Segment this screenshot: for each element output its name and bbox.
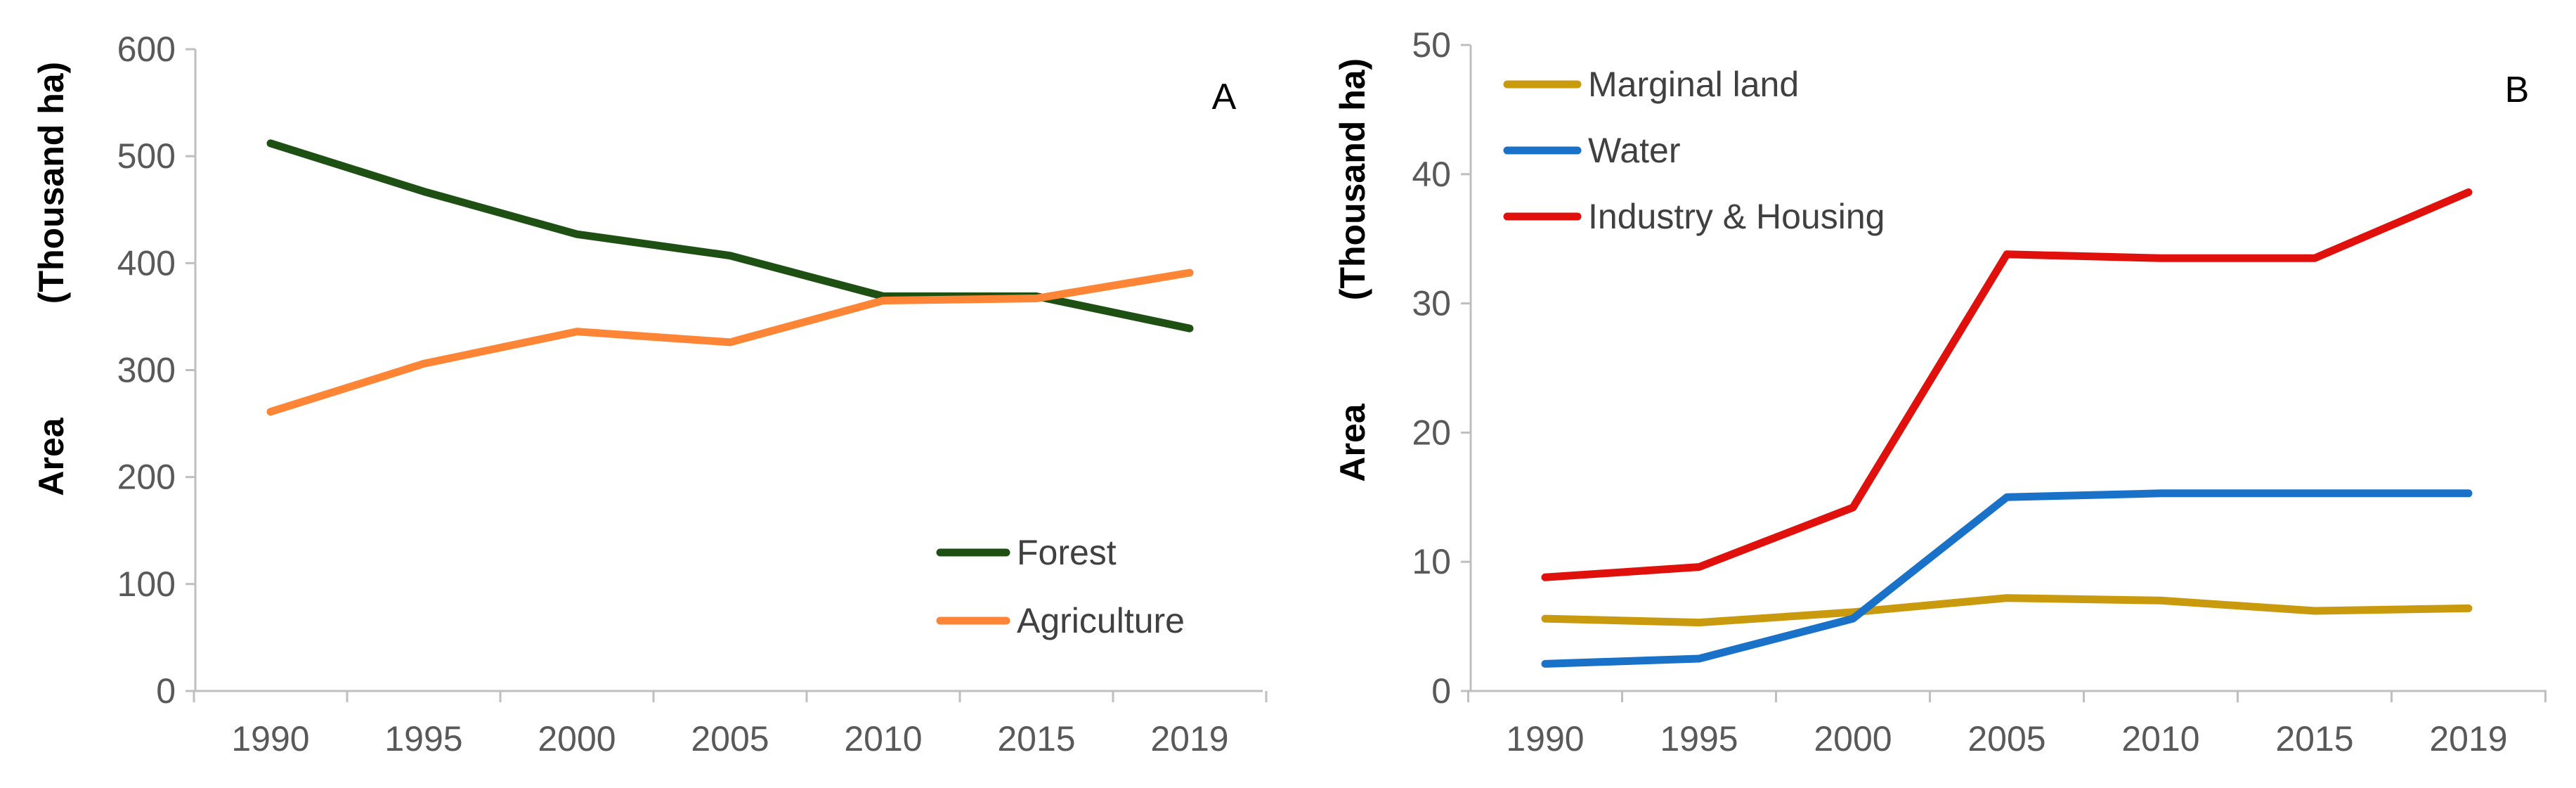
y-tick-label: 30 <box>1412 284 1451 323</box>
y-tick-label: 40 <box>1412 155 1451 194</box>
x-tick-label: 2005 <box>691 719 769 758</box>
y-tick-label: 10 <box>1412 542 1451 581</box>
x-tick-label: 2005 <box>1967 719 2045 758</box>
y-tick-label: 200 <box>117 458 176 497</box>
x-tick-label: 1990 <box>1506 719 1584 758</box>
y-tick-label: 600 <box>117 30 176 69</box>
legend-label: Marginal land <box>1588 65 1799 104</box>
y-tick-label: 0 <box>156 671 176 711</box>
y-tick-label: 400 <box>117 243 176 283</box>
panel-label: B <box>2505 70 2530 110</box>
y-axis-title-units: (Thousand ha) <box>1333 58 1372 300</box>
panel-label: A <box>1212 77 1237 117</box>
legend-label: Forest <box>1017 533 1117 572</box>
y-tick-label: 100 <box>117 564 176 604</box>
x-tick-label: 1990 <box>231 719 309 758</box>
legend-label: Water <box>1588 131 1681 170</box>
y-tick-label: 0 <box>1431 671 1451 711</box>
x-tick-label: 2015 <box>997 719 1075 758</box>
y-tick-label: 500 <box>117 136 176 176</box>
chart-a: 0 100 200 300 400 500 600 1990 1995 2000 2005 2010 2… <box>32 30 1268 758</box>
legend-label: Agriculture <box>1017 601 1185 640</box>
chart-b: 0 10 20 30 40 50 1990 1995 2000 2005 2010 2015 2019 (… <box>1333 25 2546 758</box>
x-tick-label: 2019 <box>1150 719 1228 758</box>
y-axis-title: Area <box>32 417 71 496</box>
y-axis-title: Area <box>1333 403 1372 482</box>
x-tick-label: 2010 <box>844 719 922 758</box>
x-tick-label: 1995 <box>1660 719 1738 758</box>
x-tick-label: 1995 <box>384 719 462 758</box>
x-tick-label: 2015 <box>2275 719 2353 758</box>
x-tick-label: 2000 <box>538 719 616 758</box>
legend-label: Industry & Housing <box>1588 197 1885 236</box>
y-tick-label: 20 <box>1412 413 1451 452</box>
y-tick-label: 300 <box>117 351 176 390</box>
x-tick-label: 2010 <box>2121 719 2199 758</box>
x-tick-label: 2019 <box>2429 719 2507 758</box>
y-axis-title-units: (Thousand ha) <box>32 62 71 304</box>
y-tick-label: 50 <box>1412 25 1451 65</box>
x-tick-label: 2000 <box>1814 719 1892 758</box>
